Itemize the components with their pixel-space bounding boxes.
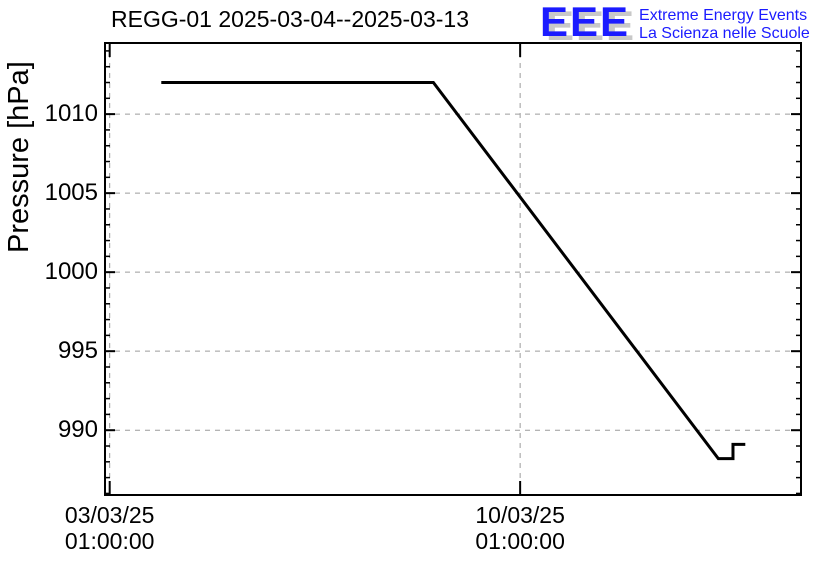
x-tick-time: 01:00:00 (475, 528, 565, 554)
x-tick-time: 01:00:00 (64, 528, 155, 554)
eee-logo-line1: Extreme Energy Events (639, 7, 808, 24)
y-axis-title: Pressure [hPa] (3, 61, 35, 253)
y-tick-label: 1005 (44, 179, 98, 207)
y-tick-label: 1000 (44, 258, 98, 286)
pressure-line (161, 81, 746, 461)
eee-logo-line2: La Scienza nelle Scuole (639, 25, 810, 42)
chart-title: REGG-01 2025-03-04--2025-03-13 (111, 6, 469, 32)
y-tick-label: 1010 (44, 100, 98, 128)
eee-logo: EEE Extreme Energy Events La Scienza nel… (540, 0, 810, 45)
x-tick-label: 03/03/25 01:00:00 (40, 502, 180, 554)
x-tick-date: 03/03/25 (64, 502, 155, 528)
y-tick-label: 995 (57, 337, 98, 365)
eee-logo-acronym: EEE (540, 0, 631, 45)
x-tick-label: 10/03/25 01:00:00 (450, 502, 590, 554)
x-tick-date: 10/03/25 (475, 502, 565, 528)
plot-frame (104, 42, 802, 496)
eee-logo-text: Extreme Energy Events La Scienza nelle S… (639, 4, 810, 43)
y-tick-label: 990 (57, 416, 98, 444)
